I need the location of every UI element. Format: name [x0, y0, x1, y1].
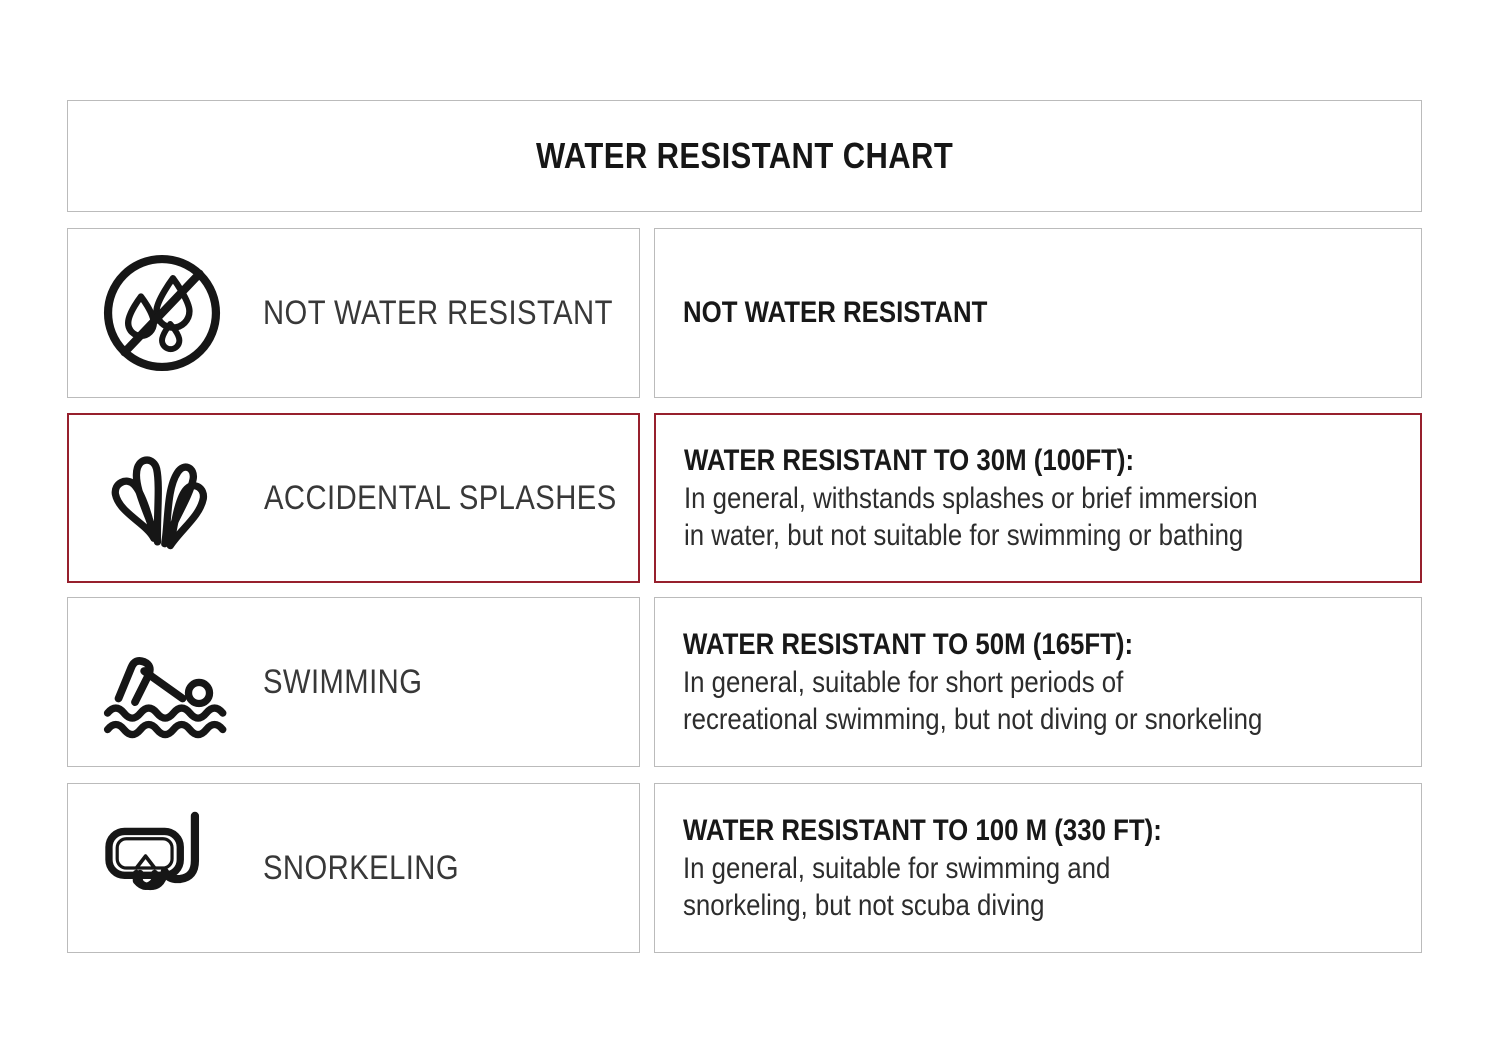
description-heading: WATER RESISTANT TO 50M (165FT):	[683, 628, 1134, 661]
description-heading: WATER RESISTANT TO 30M (100FT):	[684, 444, 1135, 477]
activity-cell: SNORKELING	[67, 783, 640, 953]
activity-label: NOT WATER RESISTANT	[263, 293, 613, 332]
description-line: recreational swimming, but not diving or…	[683, 703, 1263, 736]
description-line: In general, suitable for short periods o…	[683, 666, 1124, 699]
page-title: WATER RESISTANT CHART	[535, 135, 954, 176]
description-cell: WATER RESISTANT TO 100 M (330 FT): In ge…	[654, 783, 1422, 953]
splash-icon	[99, 434, 264, 562]
activity-label: SNORKELING	[263, 848, 460, 887]
row-accidental-splashes: ACCIDENTAL SPLASHES WATER RESISTANT TO 3…	[67, 413, 1422, 583]
row-snorkeling: SNORKELING WATER RESISTANT TO 100 M (330…	[67, 783, 1422, 953]
description-line: In general, withstands splashes or brief…	[684, 482, 1258, 515]
activity-label: SWIMMING	[263, 662, 423, 701]
row-not-water-resistant: NOT WATER RESISTANT NOT WATER RESISTANT	[67, 228, 1422, 398]
swimmer-icon	[98, 618, 263, 746]
description-line: in water, but not suitable for swimming …	[684, 519, 1244, 552]
activity-cell: NOT WATER RESISTANT	[67, 228, 640, 398]
activity-label: ACCIDENTAL SPLASHES	[264, 478, 617, 517]
activity-cell-highlighted: ACCIDENTAL SPLASHES	[67, 413, 640, 583]
description-cell: NOT WATER RESISTANT	[654, 228, 1422, 398]
chart-title-box: WATER RESISTANT CHART	[67, 100, 1422, 212]
description-cell: WATER RESISTANT TO 50M (165FT): In gener…	[654, 597, 1422, 767]
description-line: In general, suitable for swimming and	[683, 852, 1111, 885]
activity-cell: SWIMMING	[67, 597, 640, 767]
no-water-drops-icon	[98, 249, 263, 377]
description-heading: WATER RESISTANT TO 100 M (330 FT):	[683, 814, 1162, 847]
description-cell-highlighted: WATER RESISTANT TO 30M (100FT): In gener…	[654, 413, 1422, 583]
row-swimming: SWIMMING WATER RESISTANT TO 50M (165FT):…	[67, 597, 1422, 767]
snorkel-mask-icon	[98, 804, 263, 932]
description-line: snorkeling, but not scuba diving	[683, 889, 1045, 922]
description-heading: NOT WATER RESISTANT	[683, 296, 988, 329]
